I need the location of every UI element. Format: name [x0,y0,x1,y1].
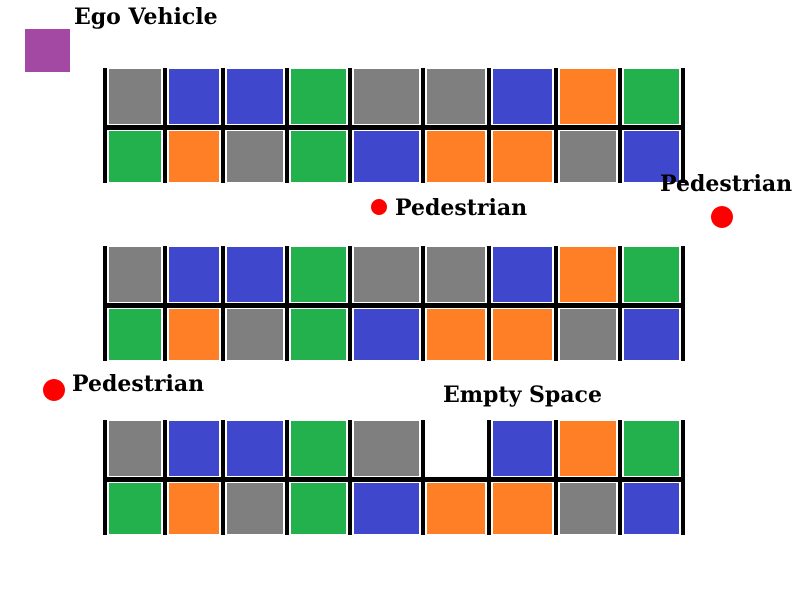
parked-car-top-4 [291,247,346,302]
parked-car-top-2 [169,69,219,124]
ego-vehicle [25,29,70,72]
parked-car-top-4 [291,69,346,124]
parked-car-bottom-4 [291,483,346,534]
parked-car-top-3 [227,421,283,476]
pedestrian-label-1: Pedestrian [395,195,527,221]
parked-car-top-1 [109,421,161,476]
parked-car-bottom-9 [624,309,679,360]
parked-car-bottom-7 [493,483,552,534]
pedestrian-label-3: Pedestrian [72,371,204,397]
parked-car-bottom-9 [624,483,679,534]
parked-car-bottom-1 [109,483,161,534]
parked-car-top-8 [560,421,616,476]
parked-car-top-4 [291,421,346,476]
parked-car-top-1 [109,247,161,302]
pedestrian-marker-2 [711,206,733,228]
parked-car-top-9 [624,421,679,476]
parked-car-bottom-6 [427,131,485,182]
parked-car-bottom-8 [560,483,616,534]
parked-car-bottom-9 [624,131,679,182]
parked-car-bottom-5 [354,309,419,360]
pedestrian-label-2: Pedestrian [660,171,792,197]
pedestrian-marker-1 [371,199,387,215]
empty-space-label: Empty Space [443,382,602,408]
parked-car-bottom-7 [493,131,552,182]
parked-car-bottom-5 [354,483,419,534]
parked-car-bottom-4 [291,131,346,182]
parked-car-top-7 [493,247,552,302]
lot-center-line [103,125,685,130]
parked-car-bottom-3 [227,483,283,534]
parked-car-top-6 [427,247,485,302]
parked-car-bottom-2 [169,483,219,534]
parked-car-bottom-8 [560,131,616,182]
lot-center-line [103,303,685,308]
parked-car-bottom-2 [169,309,219,360]
parked-car-top-5 [354,247,419,302]
parked-car-top-8 [560,69,616,124]
parked-car-bottom-5 [354,131,419,182]
parked-car-bottom-1 [109,309,161,360]
parked-car-top-3 [227,247,283,302]
parking-lot-3 [103,420,685,535]
parked-car-top-7 [493,69,552,124]
parked-car-bottom-3 [227,309,283,360]
parked-car-bottom-3 [227,131,283,182]
lot-center-line [103,477,685,482]
parked-car-bottom-7 [493,309,552,360]
ego-vehicle-label: Ego Vehicle [74,4,218,30]
parked-car-top-8 [560,247,616,302]
pedestrian-marker-3 [43,379,65,401]
parked-car-top-5 [354,69,419,124]
parked-car-top-5 [354,421,419,476]
parked-car-bottom-6 [427,309,485,360]
parked-car-top-6 [427,69,485,124]
parked-car-top-2 [169,421,219,476]
parked-car-bottom-6 [427,483,485,534]
parked-car-top-3 [227,69,283,124]
parked-car-bottom-4 [291,309,346,360]
parked-car-bottom-2 [169,131,219,182]
parking-lot-2 [103,246,685,361]
parked-car-top-1 [109,69,161,124]
parked-car-top-9 [624,247,679,302]
parked-car-top-2 [169,247,219,302]
parked-car-bottom-1 [109,131,161,182]
parking-lot-1 [103,68,685,183]
parked-car-top-9 [624,69,679,124]
parked-car-bottom-8 [560,309,616,360]
parked-car-top-7 [493,421,552,476]
parking-lots [103,68,685,535]
